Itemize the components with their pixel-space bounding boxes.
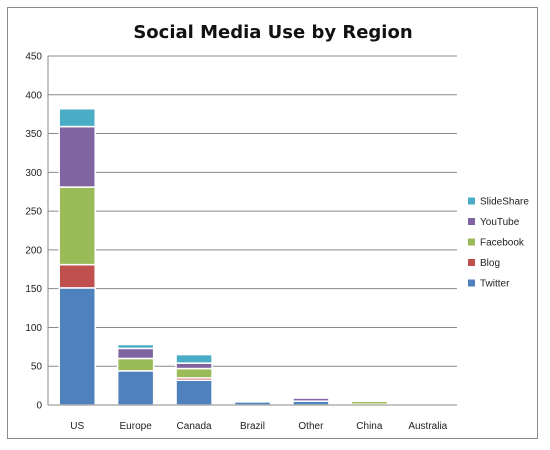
legend-item: Blog — [468, 258, 500, 269]
y-tick-label: 100 — [25, 323, 42, 334]
bar-segment-slideshare — [350, 399, 389, 402]
grid-lines — [48, 55, 457, 406]
bar-segment-facebook — [116, 357, 155, 372]
y-axis: 0 50 100 150 200 250 300 350 400 450 — [25, 52, 49, 412]
y-tick-label: 400 — [25, 90, 42, 101]
chart-title: Social Media Use by Region — [133, 22, 412, 43]
x-tick-label: Europe — [120, 421, 153, 432]
bar-segment-youtube — [116, 347, 155, 360]
bar-segment-twitter — [175, 379, 213, 406]
bar-segment-facebook — [58, 186, 96, 266]
legend-label: YouTube — [480, 217, 520, 228]
legend-label: Twitter — [480, 279, 510, 290]
legend-label: Facebook — [480, 238, 525, 249]
legend-label: Blog — [480, 258, 500, 269]
bar-segment-slideshare — [292, 396, 330, 399]
bar-segment-youtube — [175, 362, 213, 370]
x-tick-label: Other — [298, 421, 324, 432]
stacked-bar-chart: Social Media Use by Region 0 50 100 150 200 2… — [25, 22, 529, 432]
x-axis: US Europe Canada Brazil Other China Australia — [48, 404, 457, 432]
bar-segment-slideshare — [58, 107, 96, 128]
y-tick-label: 200 — [25, 245, 42, 256]
x-tick-label: US — [70, 421, 84, 432]
bar-segment-youtube — [58, 125, 96, 188]
legend-swatch — [468, 197, 475, 205]
legend-item: YouTube — [468, 217, 520, 228]
legend-swatch — [468, 218, 475, 225]
legend-item: Twitter — [468, 279, 510, 290]
bars — [58, 107, 389, 406]
y-tick-label: 350 — [25, 129, 42, 140]
y-tick-label: 450 — [25, 52, 42, 63]
y-tick-label: 250 — [25, 207, 42, 218]
bar-segment-facebook — [175, 367, 213, 379]
bar-segment-blog — [58, 263, 96, 289]
y-tick-label: 150 — [25, 284, 42, 295]
legend-item: Facebook — [468, 238, 525, 249]
legend: SlideShare YouTube Facebook Blog Twitter — [468, 197, 529, 290]
bar-segment-twitter — [58, 287, 96, 406]
legend-swatch — [468, 259, 475, 266]
legend-swatch — [468, 238, 475, 246]
y-tick-label: 0 — [36, 401, 42, 412]
bar-segment-twitter — [116, 370, 155, 406]
chart-frame: Social Media Use by Region 0 50 100 150 200 2… — [7, 7, 538, 439]
y-tick-label: 300 — [25, 168, 42, 179]
bar-segment-slideshare — [116, 343, 155, 350]
x-tick-label: China — [356, 421, 383, 432]
legend-swatch — [468, 279, 475, 287]
bar-segment-slideshare — [175, 353, 213, 364]
y-tick-label: 50 — [31, 362, 43, 373]
x-tick-label: Australia — [408, 421, 447, 432]
legend-label: SlideShare — [480, 197, 529, 208]
x-tick-label: Brazil — [240, 421, 265, 432]
x-tick-label: Canada — [177, 421, 212, 432]
legend-item: SlideShare — [468, 197, 529, 208]
